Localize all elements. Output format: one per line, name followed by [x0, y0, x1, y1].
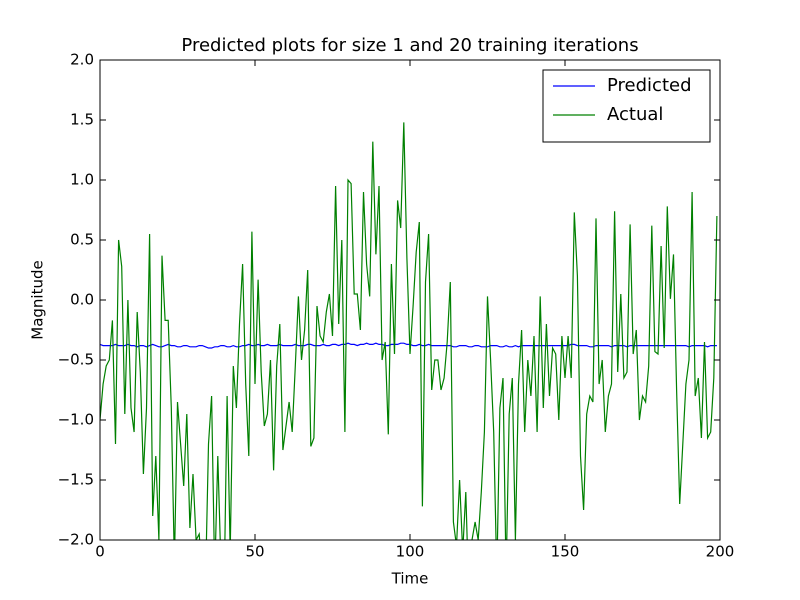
y-tick-label: 1.0 — [70, 171, 94, 189]
series-line — [100, 122, 718, 540]
y-tick-label: −0.5 — [58, 351, 94, 369]
legend-label: Actual — [607, 104, 663, 125]
y-tick-label: −1.5 — [58, 471, 94, 489]
legend-box — [542, 69, 711, 143]
series-line — [100, 342, 717, 349]
y-tick-label: 1.5 — [70, 111, 94, 129]
y-tick-label: 0.5 — [70, 231, 94, 249]
x-tick-label: 50 — [245, 543, 264, 561]
x-axis-label: Time — [391, 570, 429, 588]
y-axis-label: Magnitude — [29, 260, 47, 339]
legend-label: Predicted — [607, 75, 692, 96]
x-tick-label: 100 — [396, 543, 425, 561]
y-tick-label: 2.0 — [70, 51, 94, 69]
x-tick-label: 200 — [706, 543, 735, 561]
x-tick-label: 150 — [551, 543, 580, 561]
y-tick-label: 0.0 — [70, 291, 94, 309]
y-tick-label: −1.0 — [58, 411, 94, 429]
x-tick-label: 0 — [95, 543, 105, 561]
chart-title: Predicted plots for size 1 and 20 traini… — [181, 35, 638, 56]
y-tick-label: −2.0 — [58, 531, 94, 549]
plot-area — [100, 122, 718, 540]
